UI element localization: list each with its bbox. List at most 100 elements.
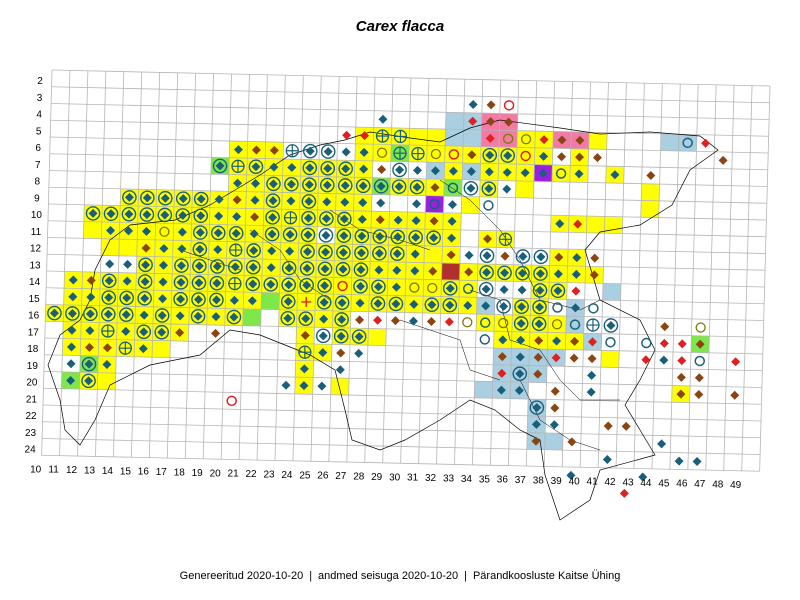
diamond-icon <box>549 420 559 430</box>
ring-diamond-icon <box>357 231 367 241</box>
diamond-icon <box>319 314 329 324</box>
crosshair-icon <box>119 342 132 355</box>
ring-diamond-icon <box>411 232 421 242</box>
ring-diamond-icon <box>195 244 205 254</box>
ring-diamond-icon <box>429 233 439 243</box>
ring-diamond-icon <box>518 251 528 261</box>
brown-diamond-icon <box>646 171 656 181</box>
y-axis-label: 13 <box>29 260 41 271</box>
ring-diamond-icon <box>482 147 498 163</box>
teal-circle-icon <box>483 200 494 211</box>
diamond-icon <box>66 375 76 385</box>
diamond-icon <box>411 216 421 226</box>
grid-line <box>472 79 484 465</box>
ring-diamond-icon <box>251 162 261 172</box>
ring-diamond-icon <box>395 165 405 175</box>
ring-diamond-icon <box>101 290 117 305</box>
county-border <box>399 319 501 381</box>
grid-cell <box>547 315 567 333</box>
ring-diamond-icon <box>485 150 495 160</box>
grid-line <box>50 119 769 137</box>
diamond-icon <box>409 299 419 309</box>
ring-diamond-icon <box>318 244 333 260</box>
footer-separator: | <box>309 570 313 582</box>
ring-diamond-icon <box>315 328 331 344</box>
brown-diamond-icon <box>446 250 456 260</box>
ring-diamond-icon <box>285 230 295 240</box>
diamond-icon <box>412 199 422 209</box>
ring-diamond-icon <box>354 332 364 342</box>
ring-diamond-icon <box>373 299 383 309</box>
x-axis-label: 37 <box>515 475 527 486</box>
grid-line <box>525 80 538 467</box>
ring-diamond-icon <box>317 278 332 293</box>
ring-diamond-icon <box>301 210 316 226</box>
red-diamond-icon <box>551 353 561 363</box>
grid-line <box>47 253 766 271</box>
ring-diamond-icon <box>518 268 527 278</box>
brown-diamond-icon <box>211 328 221 338</box>
red-diamond-icon <box>619 488 629 498</box>
yellow-circle-icon <box>498 317 509 329</box>
diamond-icon <box>657 439 667 449</box>
grid-cell <box>118 239 138 257</box>
brown-diamond-icon <box>587 354 597 364</box>
ring-diamond-icon <box>373 178 389 194</box>
diamond-icon <box>335 365 345 375</box>
brown-diamond-icon <box>504 117 514 127</box>
ring-diamond-icon <box>248 279 258 289</box>
ring-diamond-icon <box>353 279 368 294</box>
crosshair-icon <box>232 160 244 173</box>
ring-diamond-icon <box>193 208 209 224</box>
grid-line <box>46 270 765 288</box>
diamond-icon <box>299 364 309 374</box>
grid-cell <box>588 132 608 150</box>
ring-diamond-icon <box>335 261 351 277</box>
brown-diamond-icon <box>567 437 577 447</box>
ring-diamond-icon <box>137 274 153 289</box>
ring-diamond-icon <box>245 259 261 275</box>
grid-line <box>705 84 717 471</box>
grid-cell <box>424 245 443 264</box>
brown-diamond-icon <box>336 348 346 358</box>
ring-diamond-icon <box>81 356 97 372</box>
x-axis-label: 41 <box>587 477 599 488</box>
x-axis-label: 48 <box>712 479 724 490</box>
ring-diamond-icon <box>338 161 354 177</box>
grid-cell <box>330 377 350 396</box>
ring-diamond-icon <box>267 229 277 239</box>
red-diamond-icon <box>342 130 352 140</box>
ring-diamond-icon <box>323 163 333 173</box>
ring-diamond-icon <box>212 278 222 288</box>
ring-diamond-icon <box>336 245 351 260</box>
ring-diamond-icon <box>124 192 134 202</box>
ring-diamond-icon <box>466 183 476 193</box>
ring-diamond-icon <box>445 283 455 293</box>
teal-circle-icon <box>552 302 563 313</box>
ring-diamond-icon <box>338 247 348 257</box>
crosshair-icon <box>284 211 297 224</box>
ring-diamond-icon <box>442 281 458 296</box>
grid-line <box>400 77 412 464</box>
x-axis-label: 36 <box>497 475 509 486</box>
diamond-icon <box>539 151 549 161</box>
crosshair-icon <box>586 319 599 332</box>
red-diamond-icon <box>641 355 651 365</box>
diamond-icon <box>139 310 149 320</box>
x-axis-label: 21 <box>228 469 240 480</box>
diamond-icon <box>177 227 187 237</box>
diamond-icon <box>570 303 580 313</box>
brown-diamond-icon <box>84 342 94 352</box>
grid-line <box>597 82 609 468</box>
grid-line <box>543 81 555 467</box>
ring-diamond-icon <box>65 306 80 321</box>
ring-diamond-icon <box>503 151 513 161</box>
ring-diamond-icon <box>536 252 546 262</box>
diamond-icon <box>555 219 565 229</box>
yellow-circle-icon <box>520 134 532 145</box>
grid-cell <box>604 216 623 234</box>
ring-diamond-icon <box>334 312 349 327</box>
diamond-icon <box>102 360 112 370</box>
ring-diamond-icon <box>409 179 425 195</box>
